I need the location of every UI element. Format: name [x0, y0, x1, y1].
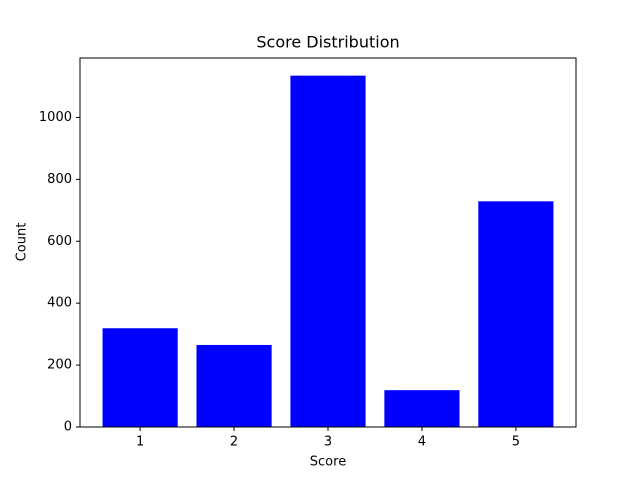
y-axis-label: Count: [15, 223, 30, 262]
plot-frame: [79, 57, 577, 428]
x-tick-label: 4: [418, 435, 426, 450]
y-tick-label: 600: [47, 234, 72, 249]
y-tick-label: 0: [64, 420, 72, 435]
x-tick-label: 1: [136, 435, 144, 450]
y-tick-label: 1000: [39, 110, 72, 125]
y-tick-label: 800: [47, 172, 72, 187]
y-tick-label: 200: [47, 358, 72, 373]
y-tick-label: 400: [47, 296, 72, 311]
bar: [102, 328, 178, 427]
bar: [384, 390, 460, 427]
bar: [290, 75, 366, 427]
x-tick-label: 2: [230, 435, 238, 450]
chart-title: Score Distribution: [256, 33, 399, 52]
x-tick-label: 5: [512, 435, 520, 450]
bar: [478, 201, 554, 427]
x-tick-label: 3: [324, 435, 332, 450]
x-axis-label: Score: [310, 455, 346, 470]
bar: [196, 344, 272, 427]
